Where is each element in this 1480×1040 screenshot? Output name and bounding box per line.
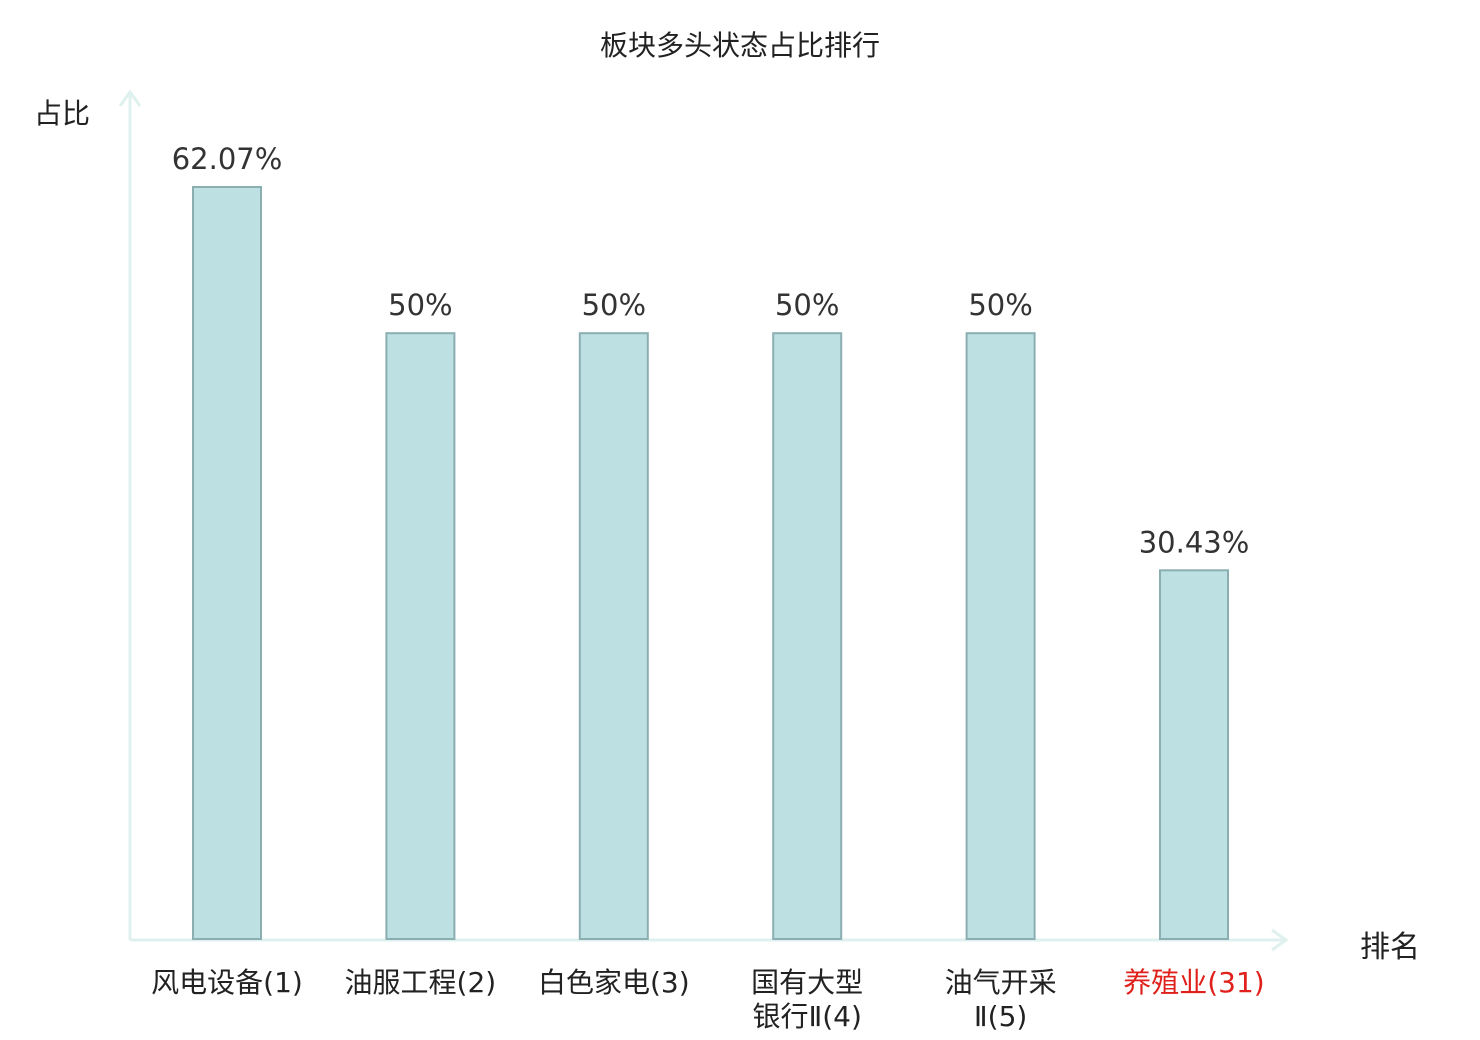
value-label-4: 50%: [775, 288, 839, 322]
x-axis-label: 排名: [1360, 930, 1420, 965]
bar-3: [578, 332, 649, 940]
value-label-1: 62.07%: [172, 142, 283, 176]
value-label-5: 50%: [968, 288, 1032, 322]
bar-2: [385, 332, 456, 940]
x-axis-arrow: [1271, 928, 1289, 952]
y-axis-label: 占比: [34, 97, 91, 130]
bar-5: [965, 332, 1036, 940]
bar-1: [192, 186, 262, 940]
bar-4: [772, 332, 843, 940]
y-axis-arrow: [118, 89, 142, 107]
category-label-5: 油气开采 Ⅱ(5): [944, 966, 1057, 1033]
value-label-3: 50%: [582, 288, 646, 322]
page-title: 板块多头状态占比排行: [599, 29, 880, 62]
category-label-4: 国有大型 银行Ⅱ(4): [751, 966, 864, 1033]
category-label-6: 养殖业(31): [1123, 966, 1265, 999]
category-label-3: 白色家电(3): [537, 966, 690, 999]
category-label-1: 风电设备(1): [151, 966, 303, 999]
bar-6: [1159, 569, 1229, 940]
value-label-2: 50%: [388, 288, 452, 322]
category-label-2: 油服工程(2): [344, 966, 497, 999]
value-label-6: 30.43%: [1139, 525, 1250, 559]
